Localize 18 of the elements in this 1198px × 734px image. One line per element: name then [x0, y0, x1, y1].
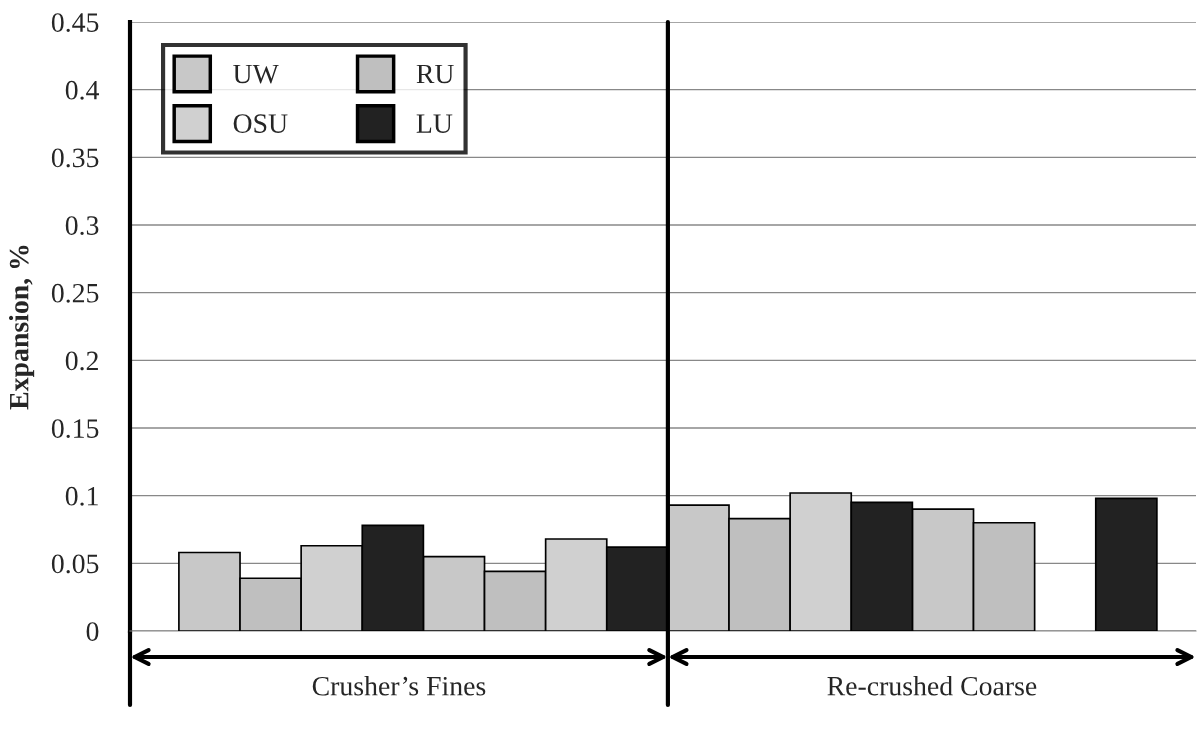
y-tick-label: 0 — [86, 622, 99, 641]
y-tick-label: 0.45 — [51, 13, 99, 33]
legend-label: OSU — [233, 114, 288, 133]
legend-label: UW — [233, 64, 279, 84]
legend-label: RU — [416, 64, 454, 84]
text: Re-crushed Coarse — [827, 676, 1037, 696]
y-tick-label: 0.25 — [51, 283, 99, 303]
y-tick-label: 0.2 — [65, 351, 98, 371]
text: Crusher’s Fines — [312, 676, 486, 696]
y-axis-title: Expansion, % — [8, 245, 35, 410]
y-tick-label: 0.4 — [65, 80, 100, 100]
y-tick-label: 0.35 — [51, 148, 99, 168]
bar — [1094, 497, 1158, 631]
y-tick-label: 0.3 — [65, 216, 99, 236]
y-tick-label: 0.05 — [51, 554, 99, 574]
legend-label: LU — [416, 114, 453, 133]
y-tick-label: 0.15 — [51, 419, 99, 439]
y-tick-label: 0.1 — [65, 486, 98, 506]
